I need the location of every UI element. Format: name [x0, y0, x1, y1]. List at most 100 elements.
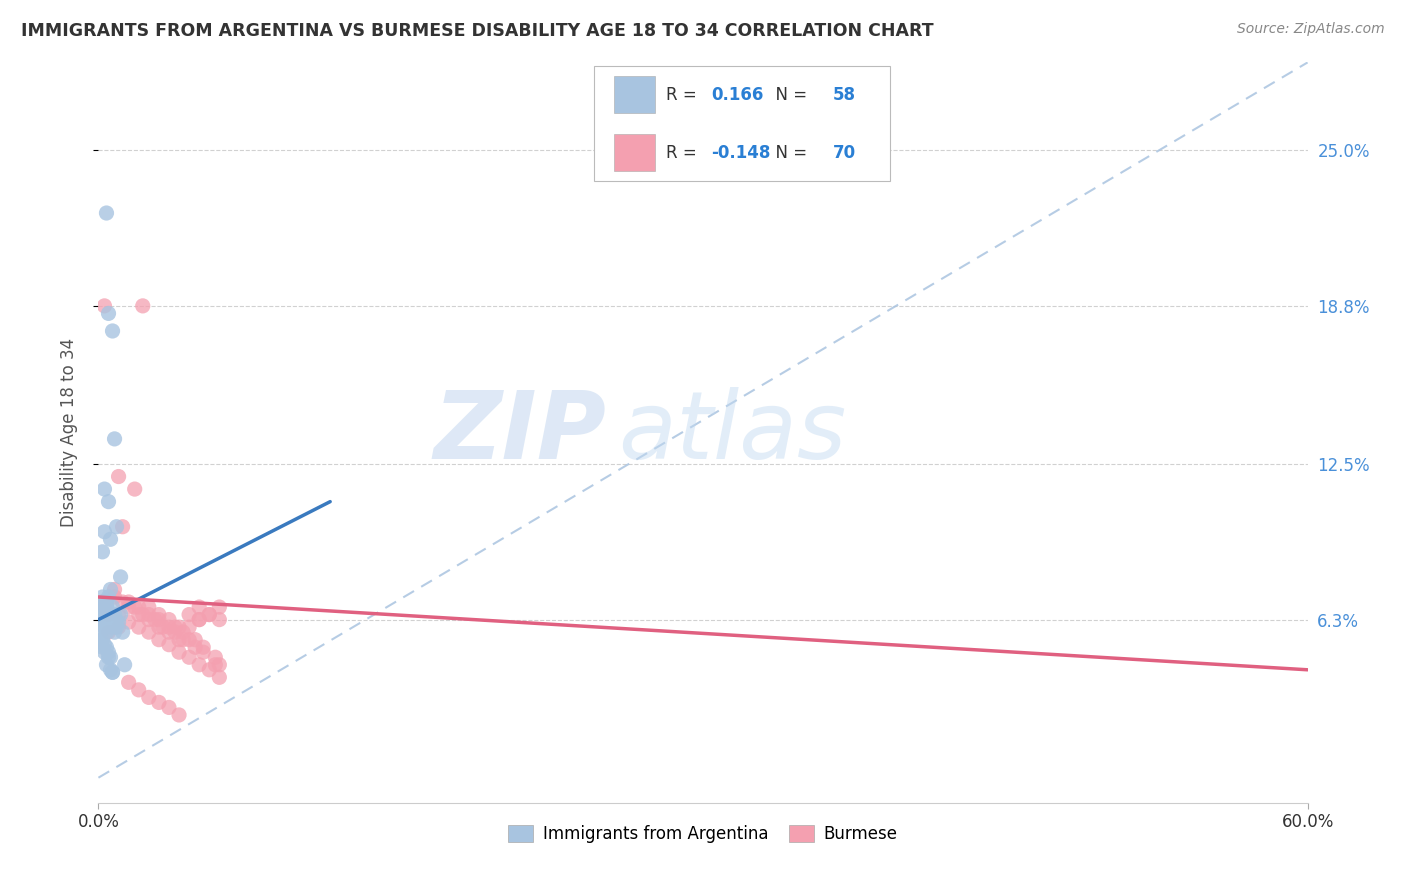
Point	[96, 625, 118, 640]
Point	[110, 570, 132, 584]
Point	[93, 299, 115, 313]
Point	[111, 520, 134, 534]
Point	[96, 206, 118, 220]
Point	[91, 545, 114, 559]
Text: R =: R =	[665, 86, 702, 103]
Point	[208, 657, 231, 672]
Point	[91, 632, 114, 647]
Point	[179, 607, 201, 622]
Point	[96, 600, 118, 615]
Point	[167, 645, 190, 659]
Point	[163, 625, 186, 640]
Point	[89, 607, 111, 622]
Point	[163, 620, 186, 634]
Point	[91, 590, 114, 604]
Point	[97, 607, 120, 622]
Point	[110, 607, 132, 622]
Point	[93, 600, 115, 615]
Point	[105, 615, 128, 629]
Point	[101, 665, 124, 680]
Text: N =: N =	[765, 86, 807, 103]
Point	[100, 650, 122, 665]
Point	[105, 520, 128, 534]
Point	[100, 615, 122, 629]
Point	[93, 524, 115, 539]
Point	[128, 620, 150, 634]
Point	[93, 620, 115, 634]
Point	[208, 613, 231, 627]
Point	[91, 613, 114, 627]
Point	[96, 595, 118, 609]
Point	[93, 595, 115, 609]
Point	[101, 324, 124, 338]
FancyBboxPatch shape	[595, 66, 890, 181]
Text: Source: ZipAtlas.com: Source: ZipAtlas.com	[1237, 22, 1385, 37]
Point	[107, 615, 129, 629]
Point	[103, 607, 125, 622]
Point	[111, 625, 134, 640]
Point	[148, 632, 170, 647]
Point	[114, 657, 136, 672]
Point	[179, 632, 201, 647]
Point	[103, 625, 125, 640]
Text: -0.148: -0.148	[711, 144, 770, 161]
Point	[132, 607, 155, 622]
Point	[97, 494, 120, 508]
Point	[148, 607, 170, 622]
Point	[96, 640, 118, 655]
Point	[138, 613, 160, 627]
Point	[128, 600, 150, 615]
Point	[167, 632, 190, 647]
Point	[198, 607, 221, 622]
Point	[172, 632, 194, 647]
Point	[96, 600, 118, 615]
Point	[101, 600, 124, 615]
Point	[118, 600, 141, 615]
Point	[132, 299, 155, 313]
Point	[97, 590, 120, 604]
Y-axis label: Disability Age 18 to 34: Disability Age 18 to 34	[59, 338, 77, 527]
Point	[198, 663, 221, 677]
Point	[89, 625, 111, 640]
Point	[100, 582, 122, 597]
Point	[93, 607, 115, 622]
Point	[172, 625, 194, 640]
FancyBboxPatch shape	[613, 135, 655, 171]
Point	[100, 620, 122, 634]
Point	[208, 670, 231, 684]
Point	[157, 625, 180, 640]
Point	[97, 650, 120, 665]
Point	[100, 533, 122, 547]
Point	[89, 632, 111, 647]
Point	[198, 607, 221, 622]
Point	[184, 640, 207, 655]
Point	[193, 640, 215, 655]
Legend: Immigrants from Argentina, Burmese: Immigrants from Argentina, Burmese	[502, 819, 904, 850]
Text: N =: N =	[765, 144, 807, 161]
Point	[111, 595, 134, 609]
Point	[91, 640, 114, 655]
Text: R =: R =	[665, 144, 702, 161]
Point	[97, 625, 120, 640]
Point	[93, 645, 115, 659]
Point	[100, 663, 122, 677]
Point	[100, 613, 122, 627]
Point	[93, 482, 115, 496]
Point	[157, 638, 180, 652]
Point	[188, 613, 211, 627]
Point	[91, 595, 114, 609]
Point	[97, 607, 120, 622]
Point	[148, 613, 170, 627]
Point	[152, 620, 174, 634]
Text: atlas: atlas	[619, 387, 846, 478]
Point	[118, 595, 141, 609]
Point	[105, 620, 128, 634]
Point	[118, 615, 141, 629]
Point	[107, 620, 129, 634]
Point	[138, 607, 160, 622]
Point	[157, 613, 180, 627]
Point	[103, 432, 125, 446]
Point	[91, 595, 114, 609]
Point	[107, 469, 129, 483]
Point	[103, 590, 125, 604]
